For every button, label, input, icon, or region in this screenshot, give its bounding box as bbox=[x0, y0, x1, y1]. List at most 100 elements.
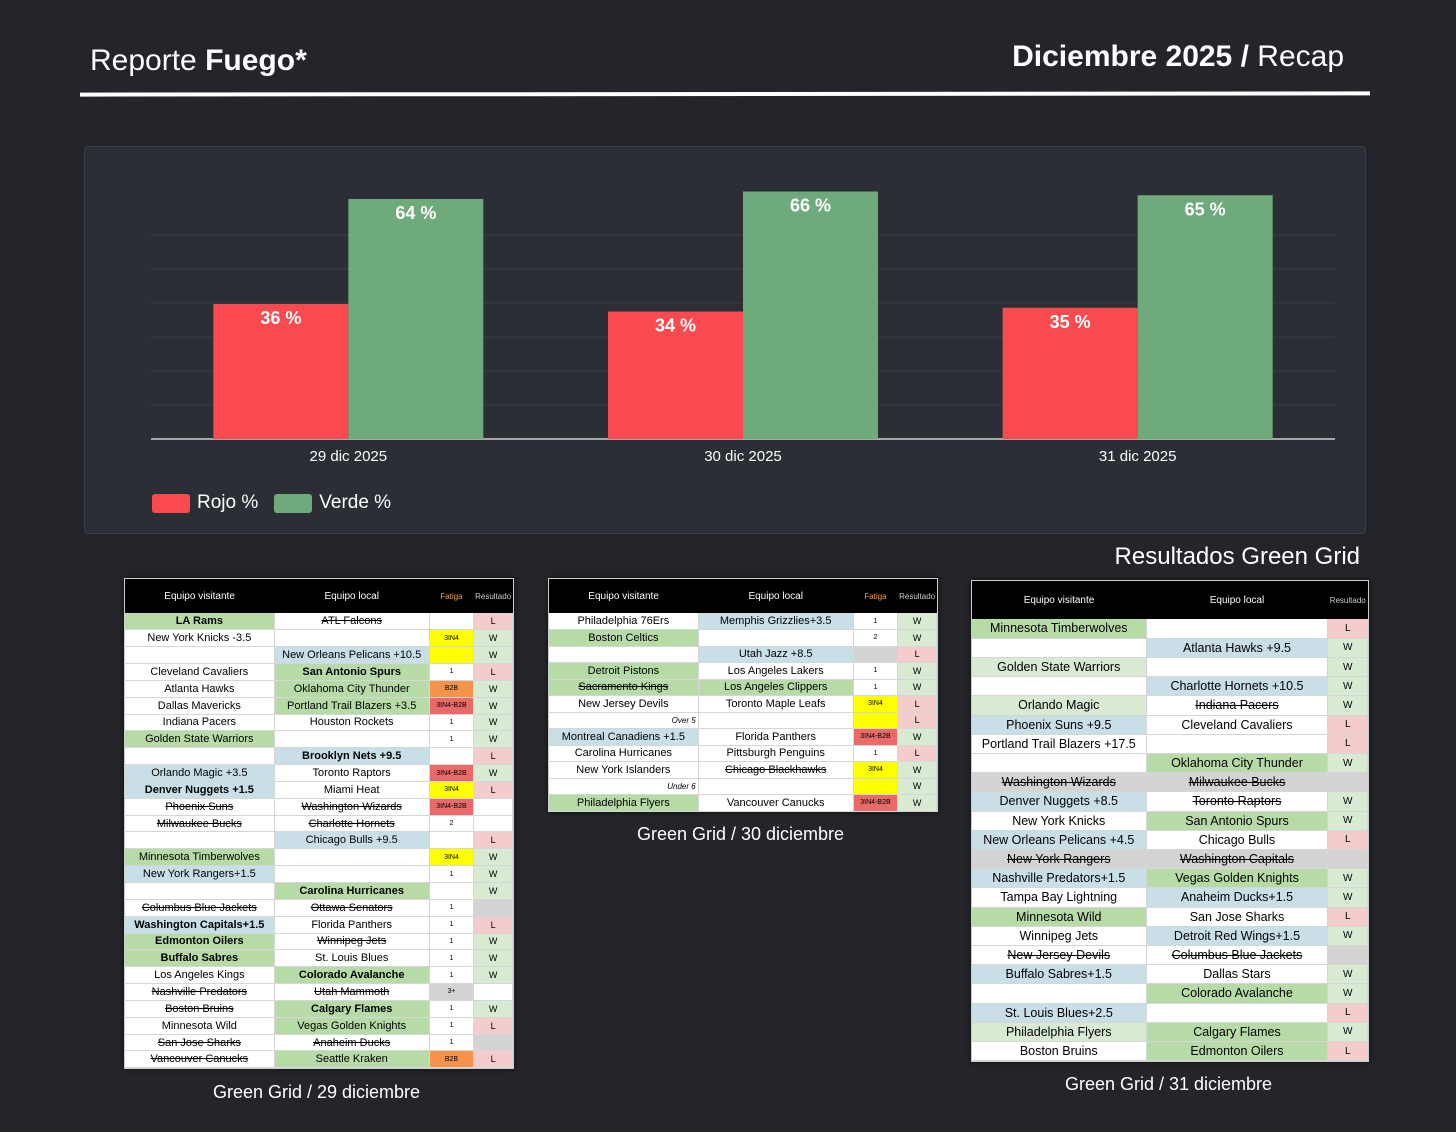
fatigue-cell: 2 bbox=[429, 815, 475, 833]
visitor-team-cell bbox=[125, 747, 275, 766]
result-cell: W bbox=[1327, 676, 1368, 697]
visitor-team-cell: Edmonton Oilers bbox=[125, 933, 275, 951]
result-cell: L bbox=[473, 831, 513, 850]
fatigue-cell bbox=[429, 646, 475, 665]
visitor-team-cell bbox=[972, 638, 1147, 658]
table-row: New Orleans Pelicans +10.5 W bbox=[125, 646, 513, 665]
bar-rojo-2[interactable] bbox=[1002, 307, 1138, 439]
visitor-team-cell: St. Louis Blues+2.5 bbox=[972, 1003, 1147, 1023]
bar-verde-0[interactable] bbox=[348, 199, 484, 439]
legend-label-verde: Verde % bbox=[319, 492, 392, 513]
visitor-team-cell: Atlanta Hawks bbox=[125, 680, 275, 698]
visitor-team-cell: Washington Wizards bbox=[972, 772, 1147, 793]
result-cell: W bbox=[1327, 964, 1368, 985]
visitor-team-cell: Orlando Magic +3.5 bbox=[125, 764, 275, 782]
table-row: Nashville Predators+1.5 Vegas Golden Knig… bbox=[972, 868, 1368, 889]
home-team-cell: Indiana Pacers bbox=[1146, 695, 1329, 716]
result-cell: L bbox=[1327, 1041, 1368, 1062]
result-cell: W bbox=[473, 1000, 513, 1018]
home-team-cell bbox=[698, 629, 854, 647]
home-team-cell: Charlotte Hornets bbox=[274, 815, 430, 833]
visitor-team-cell: LA Rams bbox=[125, 613, 275, 631]
table-row: Minnesota Timberwolves 3IN4 W bbox=[125, 848, 513, 867]
green-grid-31: Equipo visitante Equipo local Resultado Min… bbox=[971, 580, 1369, 1062]
home-team-cell: Edmonton Oilers bbox=[1146, 1041, 1329, 1062]
home-team-cell: Columbus Blue Jackets bbox=[1146, 945, 1329, 966]
fatigue-cell: 1 bbox=[429, 714, 475, 732]
table-row: St. Louis Blues+2.5 L bbox=[972, 1003, 1368, 1023]
table-row: Carolina Hurricanes Pittsburgh Penguins 1 L bbox=[549, 745, 937, 762]
home-team-cell: Utah Jazz +8.5 bbox=[698, 646, 854, 663]
home-team-cell bbox=[1146, 1003, 1329, 1023]
legend-item-rojo[interactable]: Rojo % bbox=[152, 492, 258, 514]
visitor-team-cell bbox=[972, 676, 1147, 697]
table-row: Oklahoma City Thunder W bbox=[972, 753, 1368, 774]
home-team-cell: Toronto Raptors bbox=[1146, 791, 1329, 812]
table-row: Boston Bruins Edmonton Oilers L bbox=[972, 1041, 1368, 1062]
result-cell: L bbox=[473, 613, 513, 631]
visitor-team-cell: New Orleans Pelicans +4.5 bbox=[972, 830, 1147, 850]
table-row: Under 6 W bbox=[549, 778, 937, 795]
home-team-cell bbox=[274, 730, 430, 749]
bar-rojo-1[interactable] bbox=[608, 311, 743, 440]
table-row: New York Knicks -3.5 3IN4 W bbox=[125, 629, 513, 648]
table-row: Brooklyn Nets +9.5 L bbox=[125, 747, 513, 766]
visitor-team-cell: Phoenix Suns bbox=[125, 798, 275, 816]
visitor-team-cell: Indiana Pacers bbox=[125, 714, 275, 732]
section-title: Resultados Green Grid bbox=[1114, 543, 1360, 570]
column-header: Equipo local bbox=[1146, 581, 1328, 619]
fatigue-cell bbox=[429, 882, 475, 900]
result-cell: W bbox=[473, 697, 513, 715]
fatigue-cell: 1 bbox=[429, 933, 475, 951]
bar-rojo-0[interactable] bbox=[213, 304, 349, 439]
fatigue-cell bbox=[853, 778, 899, 795]
caption-29: Green Grid / 29 diciembre bbox=[212, 1082, 421, 1102]
result-cell: W bbox=[1327, 695, 1368, 716]
home-team-cell: San Antonio Spurs bbox=[1146, 811, 1329, 831]
home-team-cell: St. Louis Blues bbox=[274, 949, 430, 968]
visitor-team-cell: Denver Nuggets +8.5 bbox=[972, 791, 1147, 812]
visitor-team-cell: New York Knicks -3.5 bbox=[125, 629, 275, 648]
result-cell: W bbox=[897, 613, 937, 630]
fatigue-cell: 1 bbox=[429, 1034, 475, 1052]
table-row: Buffalo Sabres+1.5 Dallas Stars W bbox=[972, 964, 1368, 985]
table-row: New Jersey Devils Columbus Blue Jackets bbox=[972, 945, 1368, 966]
chart-legend: Rojo % Verde % bbox=[152, 492, 391, 514]
fatigue-cell bbox=[429, 613, 475, 631]
table-row: Philadelphia 76Ers Memphis Grizzlies+3.5 1… bbox=[549, 613, 937, 630]
result-cell: L bbox=[1327, 907, 1368, 927]
column-header: Equipo visitante bbox=[549, 579, 699, 613]
visitor-team-cell bbox=[972, 753, 1147, 774]
visitor-team-cell: Philadelphia 76Ers bbox=[549, 613, 699, 630]
result-cell: W bbox=[473, 730, 513, 749]
visitor-team-cell: New York Knicks bbox=[972, 811, 1147, 831]
result-cell: W bbox=[473, 865, 513, 883]
table-row: Washington Wizards Milwaukee Bucks bbox=[972, 772, 1368, 793]
visitor-team-cell: Los Angeles Kings bbox=[125, 966, 275, 985]
fatigue-cell: 1 bbox=[853, 745, 899, 762]
legend-item-verde[interactable]: Verde % bbox=[274, 492, 391, 514]
fatigue-cell: 3IN4 bbox=[853, 761, 899, 779]
fatigue-cell bbox=[853, 712, 899, 729]
table-row: Phoenix Suns Washington Wizards 3IN4-B2B bbox=[125, 798, 513, 816]
home-team-cell: Winnipeg Jets bbox=[274, 933, 430, 951]
result-cell: L bbox=[473, 663, 513, 681]
legend-label-rojo: Rojo % bbox=[197, 492, 259, 513]
result-cell: L bbox=[897, 695, 937, 713]
fatigue-cell: 1 bbox=[429, 1017, 475, 1035]
result-cell: W bbox=[897, 778, 937, 795]
column-header: Resultado bbox=[473, 579, 513, 613]
visitor-team-cell: Detroit Pistons bbox=[549, 662, 699, 680]
visitor-team-cell: Winnipeg Jets bbox=[972, 926, 1147, 946]
home-team-cell: Anaheim Ducks+1.5 bbox=[1146, 887, 1329, 908]
visitor-team-cell: New York Islanders bbox=[549, 761, 699, 779]
table-row: New Orleans Pelicans +4.5 Chicago Bulls L bbox=[972, 830, 1368, 850]
bar-verde-1[interactable] bbox=[743, 191, 878, 440]
home-team-cell: Charlotte Hornets +10.5 bbox=[1146, 676, 1329, 697]
home-team-cell: New Orleans Pelicans +10.5 bbox=[274, 646, 430, 665]
home-team-cell: Los Angeles Lakers bbox=[698, 662, 854, 680]
visitor-team-cell bbox=[125, 831, 275, 850]
bar-verde-2[interactable] bbox=[1137, 195, 1273, 439]
home-team-cell: Vancouver Canucks bbox=[698, 794, 854, 812]
visitor-team-cell bbox=[549, 646, 699, 663]
